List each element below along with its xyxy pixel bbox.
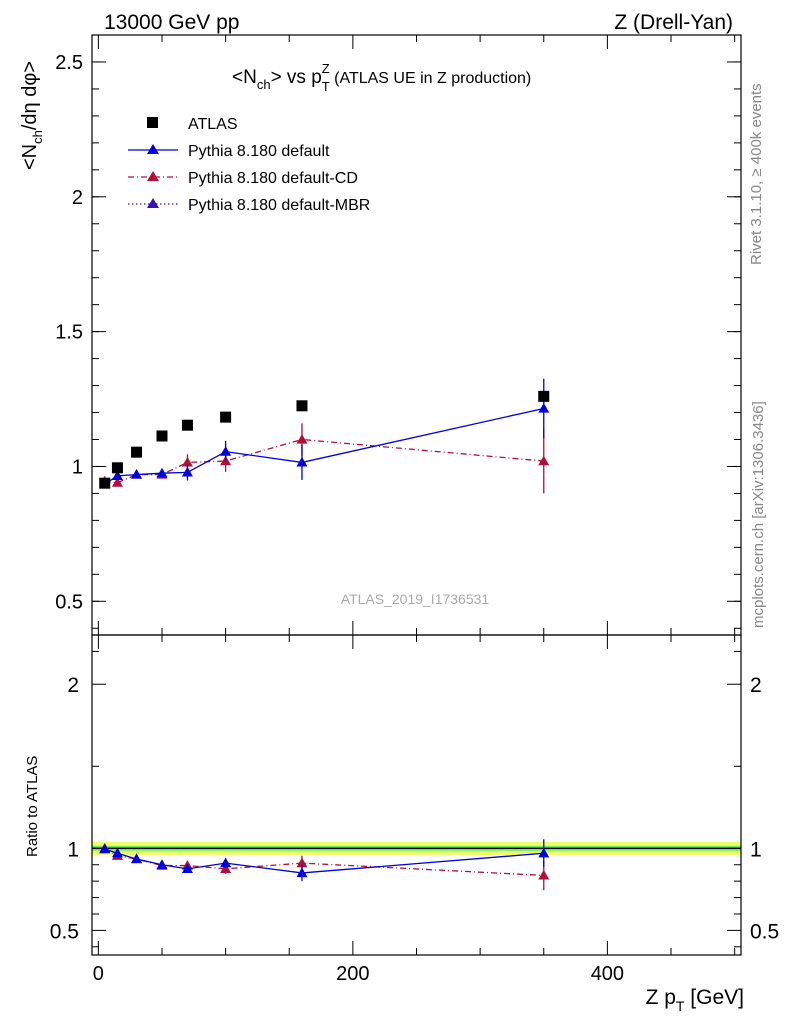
- title-part-2: > vs p: [271, 67, 322, 88]
- main-series-atlas-point: [131, 446, 143, 458]
- legend-marker-mbr: [147, 198, 159, 208]
- title-sub-2: T: [322, 79, 330, 94]
- header-left: 13000 GeV pp: [104, 11, 239, 34]
- main-series-default-point: [156, 467, 168, 478]
- ylabel-part-b: /dη dφ>: [19, 61, 41, 130]
- ratio-ytick-label-left: 2: [67, 674, 79, 697]
- main-series-default-point: [538, 402, 550, 413]
- ratio-series-default-point: [181, 863, 193, 873]
- ratio-series-layer: [99, 839, 550, 891]
- legend-marker-default: [147, 144, 159, 154]
- main-series-default-cd-point: [181, 456, 193, 467]
- ratio-axes: 0.5 0.5 1 1 2 2 0 200 400: [50, 635, 779, 985]
- legend-label-default: Pythia 8.180 default: [188, 143, 330, 160]
- ratio-uncertainty-band: [92, 841, 741, 855]
- ratio-series-default-point: [111, 847, 123, 858]
- ylabel-sub: ch: [30, 130, 45, 144]
- main-series-default-cd-point: [538, 455, 550, 466]
- mcplots-text: mcplots.cern.ch [arXiv:1306.3436]: [750, 401, 767, 628]
- ratio-series-default-point: [156, 859, 168, 869]
- main-series-default-cd-line: [104, 438, 544, 484]
- main-series-default-line: [104, 407, 544, 485]
- ratio-series-default-point: [538, 847, 550, 858]
- analysis-watermark: ATLAS_2019_I1736531: [341, 591, 490, 607]
- ratio-ytick-label-right: 0.5: [750, 920, 779, 943]
- header-right: Z (Drell-Yan): [614, 11, 733, 34]
- legend-label-mbr: Pythia 8.180 default-MBR: [188, 197, 370, 214]
- main-ytick-label: 2.5: [55, 52, 83, 74]
- xlabel-sub: T: [676, 998, 685, 1014]
- legend-marker-cd: [147, 171, 159, 181]
- main-series-atlas-point: [181, 419, 193, 431]
- main-series-atlas-point: [156, 430, 168, 442]
- main-axes: 0.5 1 1.5 2 2.5: [55, 35, 741, 635]
- y-axis-label-bottom: Ratio to ATLAS: [24, 756, 41, 857]
- title-sup: Z: [322, 61, 330, 76]
- main-series-default-point: [220, 446, 232, 456]
- main-series-atlas-point: [111, 462, 123, 474]
- rivet-version-text: Rivet 3.1.10, ≥ 400k events: [748, 83, 765, 265]
- ratio-ytick-label-left: 0.5: [50, 920, 79, 943]
- ratio-ytick-label-right: 1: [750, 838, 762, 861]
- main-series-default-cd-point: [296, 433, 308, 444]
- main-series-default-point: [131, 469, 143, 479]
- main-series-default-point: [181, 466, 193, 477]
- main-ytick-label: 1: [72, 456, 83, 478]
- main-ytick-label: 1.5: [55, 322, 83, 344]
- ratio-ytick-label-right: 2: [750, 674, 762, 697]
- xlabel-part-a: Z p: [646, 986, 676, 1009]
- main-series-atlas-point: [220, 411, 232, 423]
- legend-label-atlas: ATLAS: [188, 116, 238, 133]
- ratio-series-default-point: [220, 857, 232, 868]
- main-series-atlas-point: [538, 390, 550, 402]
- ratio-plot-frame: [91, 634, 742, 956]
- x-axis-label: Z pT [GeV]: [646, 986, 744, 1014]
- legend-label-cd: Pythia 8.180 default-CD: [188, 170, 358, 187]
- main-series-default-cd-point: [111, 477, 123, 487]
- ratio-series-default-point: [99, 843, 111, 854]
- x-tick-label: 400: [591, 963, 624, 985]
- ratio-series-default-point: [131, 853, 143, 864]
- y-axis-label-top: <Nch/dη dφ>: [19, 61, 45, 170]
- ratio-ytick-label-left: 1: [67, 838, 79, 861]
- ratio-series-default-point: [296, 867, 308, 878]
- main-ytick-label: 2: [72, 187, 83, 209]
- xlabel-part-b: [GeV]: [684, 986, 744, 1009]
- main-ytick-label: 0.5: [55, 591, 83, 613]
- plot-title: <Nch> vs pTZ (ATLAS UE in Z production): [232, 61, 531, 94]
- title-part-1: <N: [232, 67, 257, 88]
- main-series-atlas-point: [99, 477, 111, 489]
- title-part-3: (ATLAS UE in Z production): [330, 70, 532, 87]
- title-sub-1: ch: [257, 77, 271, 92]
- legend: ATLAS Pythia 8.180 default Pythia 8.180 …: [128, 116, 370, 214]
- legend-marker-atlas: [147, 117, 158, 128]
- ratio-series-default-cd-point: [538, 869, 550, 880]
- main-series-atlas-point: [296, 400, 308, 412]
- main-series-layer: [99, 378, 550, 494]
- main-series-default-point: [296, 456, 308, 467]
- x-tick-label: 0: [93, 963, 104, 985]
- ylabel-part-a: <N: [19, 144, 41, 170]
- ratio-series-default-cd-point: [220, 863, 232, 873]
- main-series-default-point: [111, 470, 123, 481]
- x-tick-label: 200: [336, 963, 369, 985]
- ratio-series-default-cd-point: [296, 857, 308, 868]
